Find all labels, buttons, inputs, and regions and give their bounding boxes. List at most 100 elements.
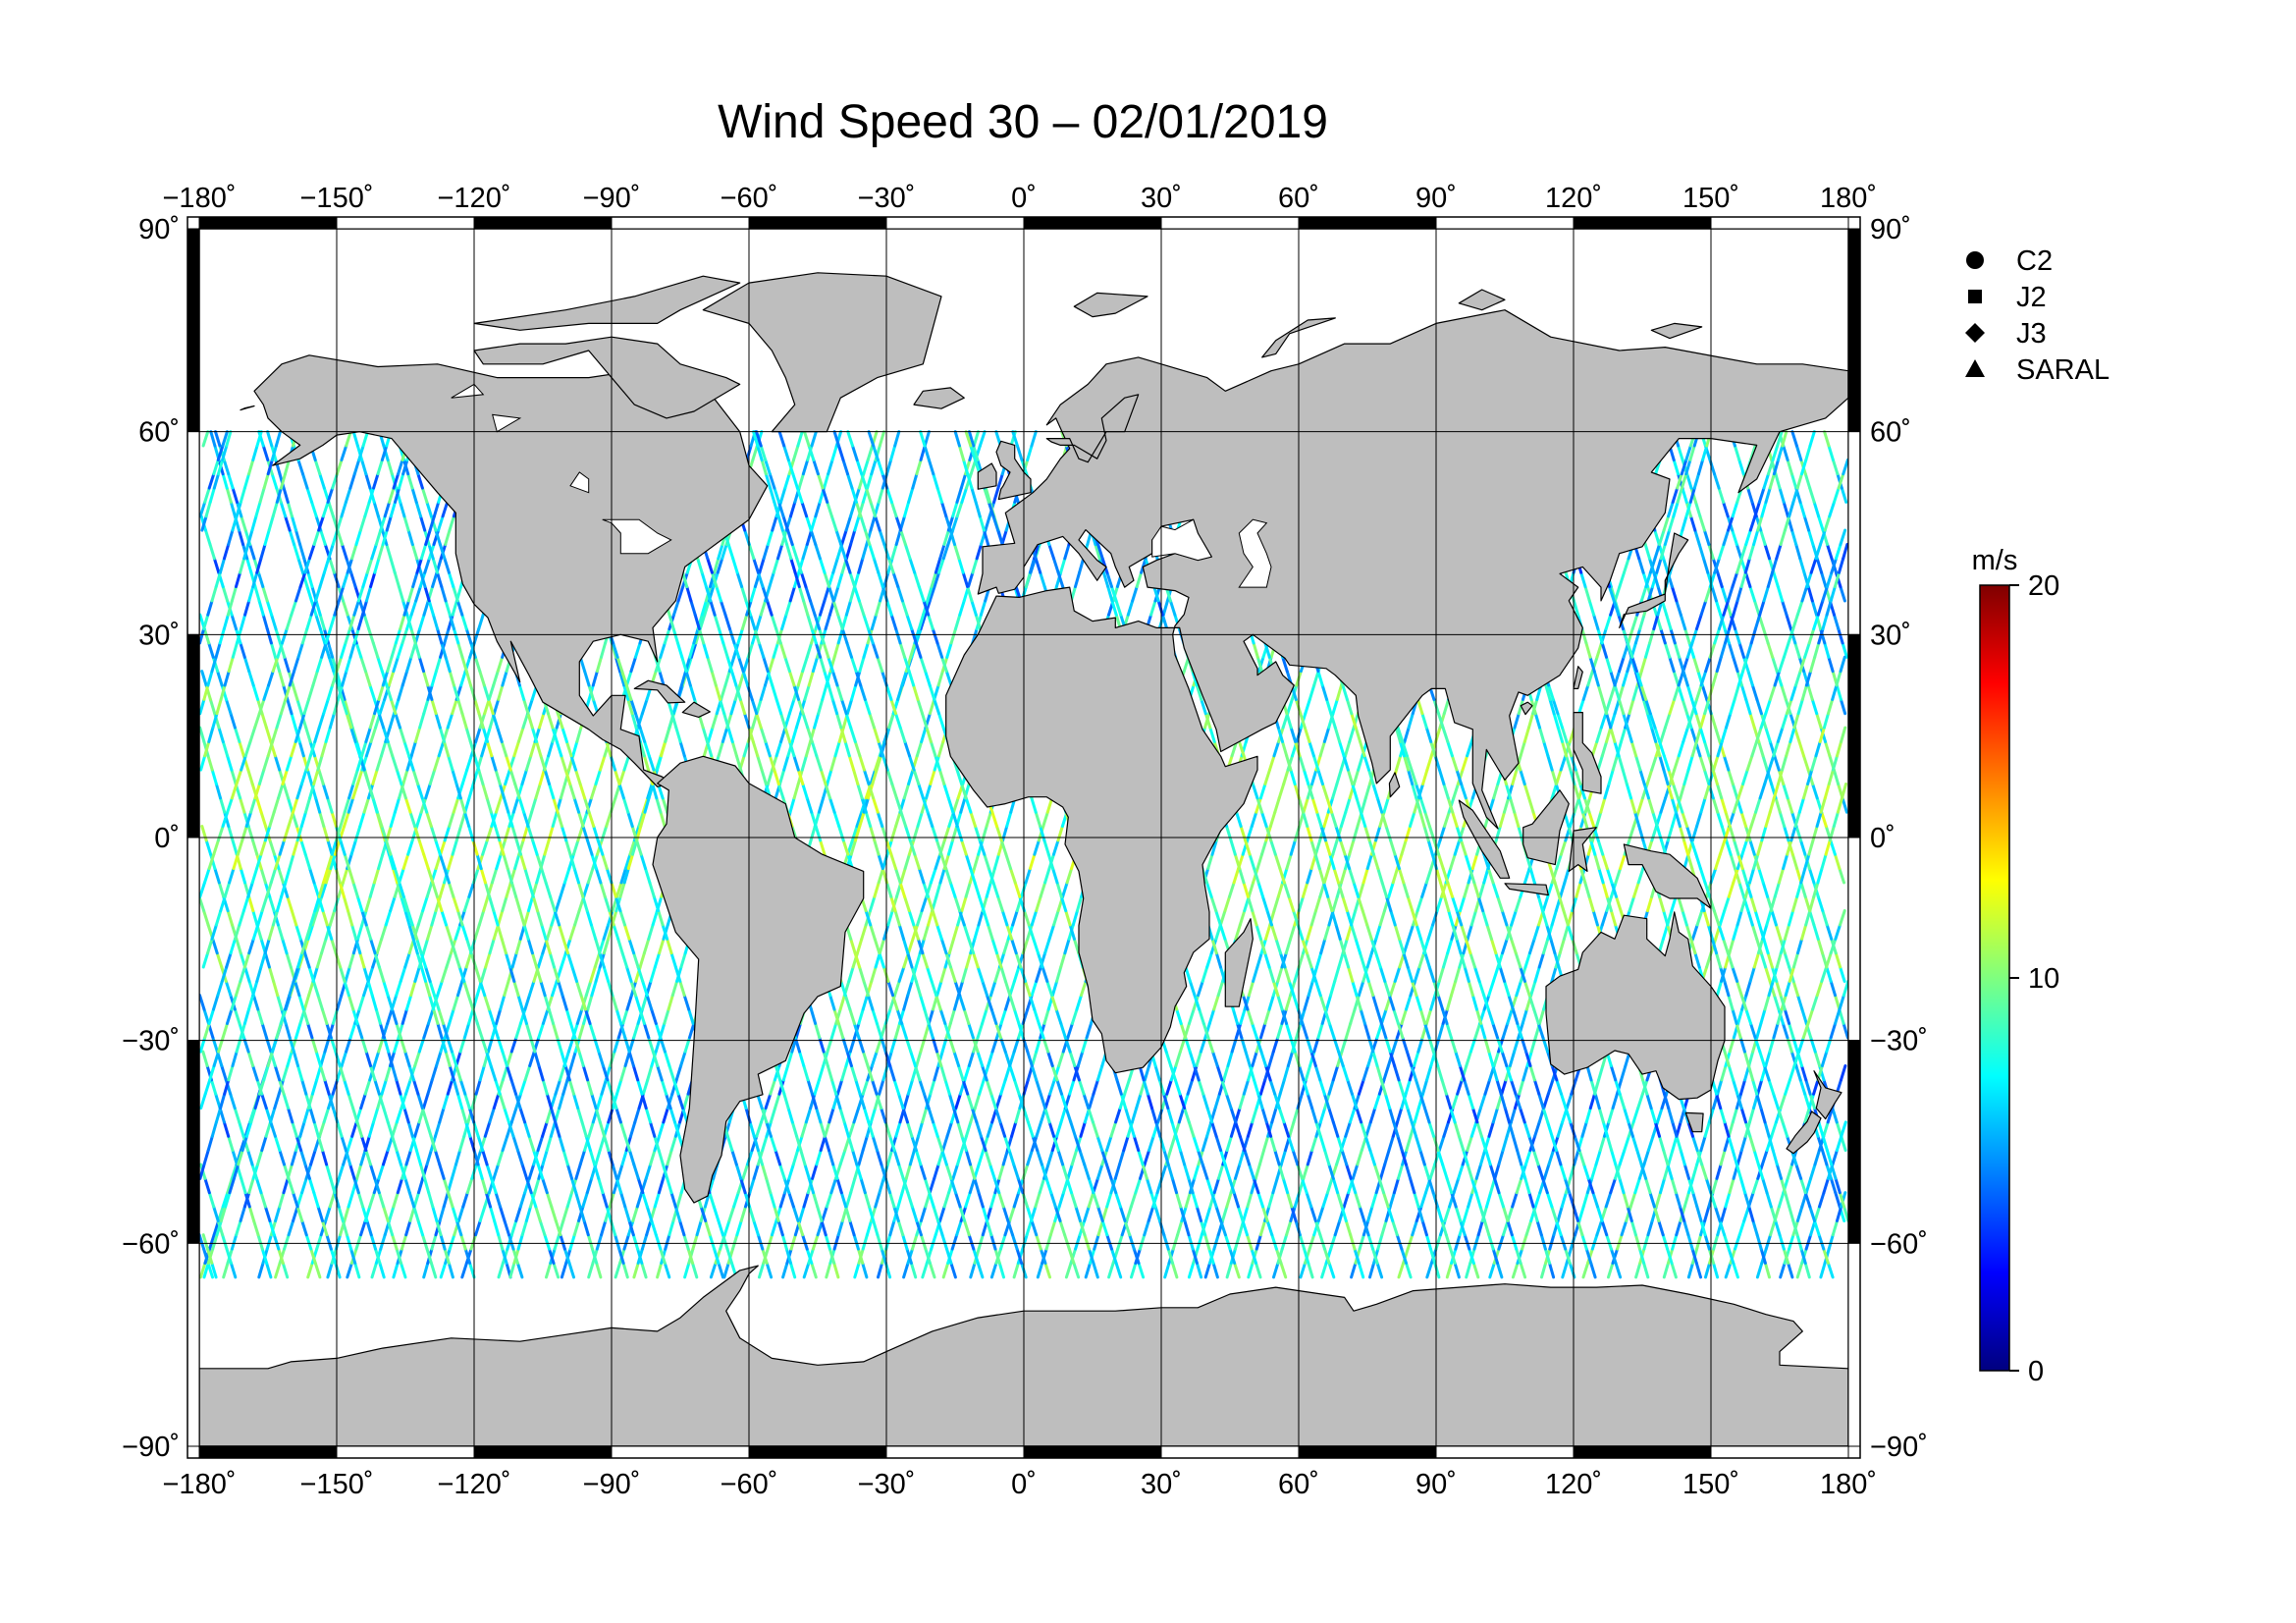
track-segment bbox=[404, 1078, 412, 1096]
track-segment bbox=[582, 881, 590, 898]
track-segment bbox=[225, 486, 233, 504]
track-segment bbox=[1675, 599, 1682, 617]
track-segment bbox=[265, 599, 274, 617]
track-segment bbox=[605, 810, 613, 828]
track-segment bbox=[305, 585, 313, 603]
track-segment bbox=[1812, 923, 1820, 941]
track-segment bbox=[406, 839, 414, 856]
track-segment bbox=[692, 627, 700, 645]
track-segment bbox=[473, 754, 481, 772]
track-segment bbox=[1739, 683, 1748, 701]
track-segment bbox=[593, 1163, 601, 1180]
track-segment bbox=[885, 458, 893, 476]
track-segment bbox=[320, 937, 328, 955]
track-segment bbox=[213, 867, 221, 885]
track-segment bbox=[621, 1007, 629, 1025]
track-segment bbox=[439, 1261, 448, 1279]
track-segment bbox=[265, 627, 273, 645]
track-segment bbox=[625, 965, 633, 983]
track-segment bbox=[477, 712, 485, 730]
track-segment bbox=[344, 1149, 352, 1166]
track-segment bbox=[807, 670, 815, 687]
track-segment bbox=[391, 1233, 399, 1251]
track-segment bbox=[855, 810, 864, 828]
track-segment bbox=[751, 444, 759, 461]
track-segment bbox=[460, 923, 469, 941]
track-segment bbox=[377, 1163, 385, 1180]
track-segment bbox=[712, 1205, 721, 1222]
track-segment bbox=[722, 1261, 730, 1279]
track-segment bbox=[483, 881, 492, 898]
track-segment bbox=[306, 570, 314, 588]
track-segment bbox=[1798, 500, 1806, 518]
track-segment bbox=[541, 1007, 550, 1025]
track-segment bbox=[259, 810, 268, 828]
track-segment bbox=[300, 1078, 308, 1096]
track-segment bbox=[1729, 852, 1736, 871]
track-segment bbox=[505, 754, 512, 772]
track-segment bbox=[463, 1247, 472, 1265]
track-segment bbox=[788, 585, 796, 603]
track-segment bbox=[627, 1218, 635, 1237]
track-segment bbox=[572, 796, 581, 814]
track-segment bbox=[523, 994, 531, 1011]
track-segment bbox=[649, 965, 657, 983]
track-segment bbox=[548, 1247, 556, 1265]
track-segment bbox=[396, 881, 403, 898]
track-segment bbox=[527, 979, 536, 998]
track-segment bbox=[387, 1050, 395, 1067]
track-segment bbox=[442, 1021, 450, 1040]
track-segment bbox=[355, 1163, 363, 1180]
track-segment bbox=[601, 1191, 609, 1209]
track-segment bbox=[338, 1064, 347, 1082]
track-segment bbox=[414, 585, 422, 603]
track-segment bbox=[428, 768, 437, 785]
track-segment bbox=[388, 712, 396, 730]
track-segment bbox=[409, 979, 417, 998]
track-segment bbox=[399, 500, 406, 518]
track-segment bbox=[478, 1064, 486, 1082]
track-segment bbox=[516, 1149, 524, 1166]
track-segment bbox=[1739, 810, 1747, 828]
track-segment bbox=[407, 1064, 415, 1082]
track-segment bbox=[397, 683, 404, 701]
track-segment bbox=[516, 994, 524, 1011]
track-segment bbox=[373, 1176, 381, 1195]
track-segment bbox=[1831, 1107, 1839, 1124]
track-segment bbox=[923, 430, 931, 448]
track-segment bbox=[430, 1064, 439, 1082]
track-segment bbox=[444, 599, 452, 617]
track-segment bbox=[541, 1120, 549, 1138]
track-segment bbox=[509, 881, 518, 898]
track-segment bbox=[423, 1176, 431, 1195]
track-segment bbox=[380, 923, 388, 941]
track-segment bbox=[448, 1064, 455, 1082]
track-segment bbox=[278, 1078, 286, 1096]
track-segment bbox=[942, 528, 950, 546]
track-segment bbox=[246, 1149, 254, 1166]
track-segment bbox=[1746, 486, 1754, 504]
track-segment bbox=[772, 557, 779, 574]
track-segment bbox=[805, 641, 814, 659]
track-segment bbox=[858, 810, 866, 828]
track-segment bbox=[354, 937, 362, 955]
track-segment bbox=[586, 1233, 594, 1251]
track-segment bbox=[972, 430, 980, 448]
track-segment bbox=[464, 726, 472, 743]
track-segment bbox=[1806, 683, 1814, 701]
track-segment bbox=[434, 712, 442, 730]
track-segment bbox=[434, 528, 442, 546]
track-segment bbox=[801, 458, 810, 476]
track-segment bbox=[246, 1050, 255, 1067]
track-segment bbox=[459, 1233, 467, 1251]
track-segment bbox=[1789, 472, 1798, 490]
track-segment bbox=[518, 1107, 527, 1124]
track-segment bbox=[640, 1233, 649, 1251]
track-segment bbox=[396, 1176, 404, 1195]
track-segment bbox=[736, 627, 744, 645]
track-segment bbox=[451, 839, 458, 856]
track-segment bbox=[235, 937, 242, 955]
track-segment bbox=[392, 655, 400, 674]
track-segment bbox=[339, 839, 347, 856]
track-segment bbox=[318, 627, 327, 645]
